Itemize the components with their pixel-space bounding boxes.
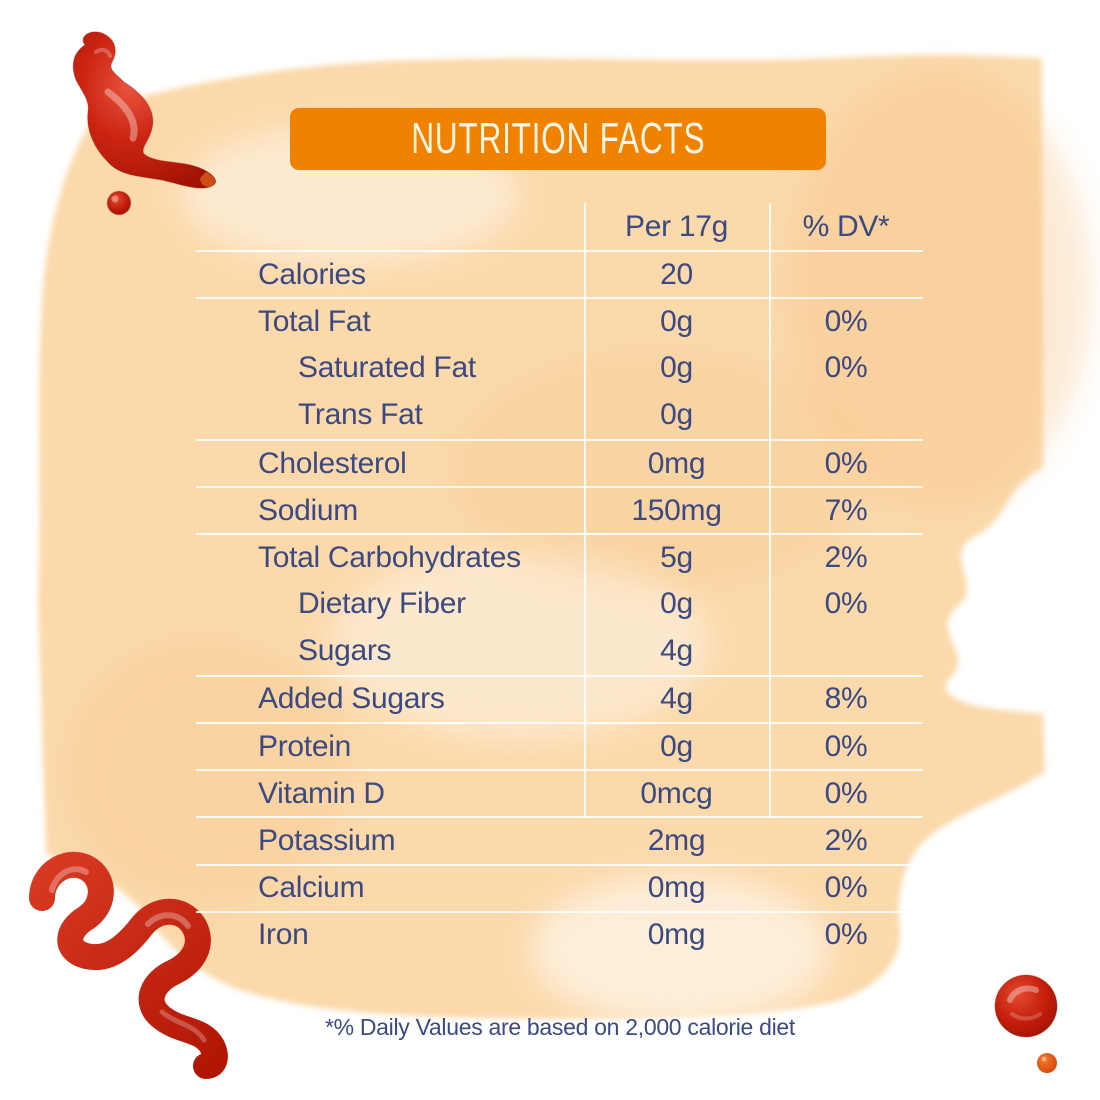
row-value-per: 4g	[660, 634, 693, 668]
ketchup-dot-top-left	[106, 190, 132, 216]
row-value-per: 20	[660, 257, 693, 291]
row-label: Saturated Fat	[298, 351, 476, 385]
row-value-dv: 0%	[824, 776, 868, 810]
table-row-calcium: Calcium 0mg 0%	[196, 863, 923, 911]
row-value-per: 4g	[660, 682, 693, 716]
table-row-sodium: Sodium 150mg 7%	[196, 486, 923, 533]
row-value-dv: 0%	[824, 587, 868, 621]
table-row-added-sugars: Added Sugars 4g 8%	[196, 674, 923, 722]
row-value-dv: 0%	[824, 729, 868, 763]
table-row-total-fat: Total Fat 0g 0%	[196, 297, 923, 344]
table-row-cholesterol: Cholesterol 0mg 0%	[196, 438, 923, 486]
row-value-per: 0g	[660, 398, 693, 432]
row-label: Calories	[258, 257, 366, 291]
row-label: Protein	[258, 729, 351, 763]
table-row-sugars: Sugars 4g	[196, 628, 923, 675]
table-header-row: Per 17g % DV*	[196, 203, 923, 250]
row-label: Total Carbohydrates	[258, 540, 521, 574]
table-row-calories: Calories 20	[196, 250, 923, 297]
row-value-per: 0mg	[647, 446, 706, 480]
row-label: Sodium	[258, 493, 358, 527]
row-value-per: 0mg	[647, 918, 706, 952]
wash-dark-patch	[450, 350, 870, 590]
wash-light-patch	[330, 550, 710, 740]
nutrition-table: Per 17g % DV* Calories 20 Total Fat 0g 0…	[196, 203, 923, 958]
row-value-per: 0mg	[647, 871, 706, 905]
column-header-per-serving: Per 17g	[625, 209, 728, 243]
row-label: Total Fat	[258, 304, 371, 338]
row-value-per: 0g	[660, 351, 693, 385]
row-value-dv: 8%	[824, 682, 868, 716]
ketchup-splatter-top-left	[72, 31, 216, 189]
row-label: Calcium	[258, 871, 365, 905]
row-value-per: 150mg	[631, 493, 722, 527]
row-label: Added Sugars	[258, 682, 445, 716]
table-row-protein: Protein 0g 0%	[196, 722, 923, 769]
row-value-dv: 0%	[824, 918, 868, 952]
column-divider-right	[769, 203, 771, 817]
ketchup-droplet-bottom-right	[1037, 1053, 1057, 1073]
row-value-per: 0g	[660, 729, 693, 763]
table-row-potassium: Potassium 2mg 2%	[196, 816, 923, 863]
row-value-dv: 2%	[824, 540, 868, 574]
row-value-per: 5g	[660, 540, 693, 574]
row-value-dv: 7%	[824, 493, 868, 527]
table-row-vitamin-d: Vitamin D 0mcg 0%	[196, 769, 923, 816]
daily-values-footnote: *% Daily Values are based on 2,000 calor…	[324, 1014, 796, 1040]
row-label: Cholesterol	[258, 446, 407, 480]
row-label: Dietary Fiber	[298, 587, 466, 621]
column-divider-left	[584, 203, 586, 817]
row-value-dv: 0%	[824, 871, 868, 905]
ketchup-drop-bottom-right	[994, 974, 1058, 1038]
row-label: Potassium	[258, 824, 396, 858]
title-banner: NUTRITION FACTS	[290, 108, 826, 170]
row-value-per: 2mg	[647, 824, 706, 858]
row-label: Sugars	[298, 634, 392, 668]
ketchup-squiggle-bottom-left	[29, 851, 228, 1079]
table-row-iron: Iron 0mg 0%	[196, 910, 923, 958]
column-header-daily-value: % DV*	[802, 209, 890, 243]
table-row-trans-fat: Trans Fat 0g	[196, 392, 923, 439]
table-row-total-carbohydrates: Total Carbohydrates 5g 2%	[196, 533, 923, 580]
page-title: NUTRITION FACTS	[410, 114, 706, 163]
row-label: Vitamin D	[258, 776, 385, 810]
row-label: Trans Fat	[298, 398, 423, 432]
row-value-per: 0g	[660, 304, 693, 338]
row-value-dv: 0%	[824, 304, 868, 338]
wash-dark-patch	[790, 70, 1090, 510]
table-row-dietary-fiber: Dietary Fiber 0g 0%	[196, 581, 923, 628]
row-value-per: 0mcg	[640, 776, 713, 810]
table-row-saturated-fat: Saturated Fat 0g 0%	[196, 345, 923, 392]
row-value-dv: 0%	[824, 351, 868, 385]
row-value-per: 0g	[660, 587, 693, 621]
row-value-dv: 2%	[824, 824, 868, 858]
row-value-dv: 0%	[824, 446, 868, 480]
row-label: Iron	[258, 918, 309, 952]
